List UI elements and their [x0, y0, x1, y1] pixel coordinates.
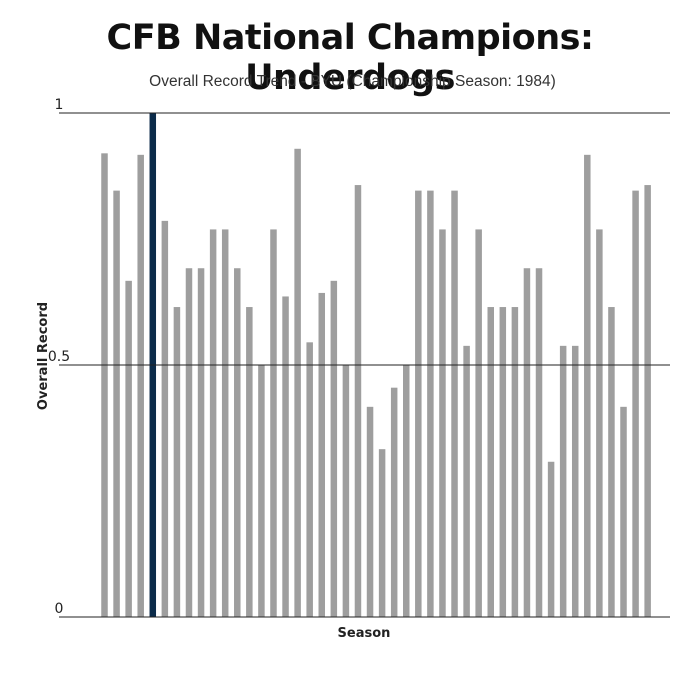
bar — [475, 229, 482, 618]
bar — [511, 307, 519, 617]
bar — [246, 307, 253, 617]
bar — [390, 387, 398, 617]
bar — [161, 220, 169, 618]
bar — [632, 190, 639, 617]
bar — [571, 345, 579, 617]
bar — [403, 365, 410, 617]
bar — [209, 229, 217, 618]
bar — [451, 190, 458, 617]
bar — [378, 449, 386, 617]
bar — [596, 229, 603, 618]
bar — [101, 153, 108, 617]
bar — [173, 307, 181, 617]
y-tick-label: 0 — [55, 601, 64, 617]
bar — [221, 229, 229, 618]
y-tick-labels: 00.51 — [48, 97, 70, 617]
bar — [270, 229, 277, 618]
bar — [535, 268, 543, 617]
bar — [499, 307, 507, 617]
bar — [584, 154, 591, 617]
bar — [523, 268, 531, 617]
bar — [113, 190, 120, 617]
bar — [487, 307, 494, 617]
bar — [427, 190, 434, 617]
bar — [234, 268, 241, 617]
bar — [620, 406, 627, 617]
bar — [185, 268, 193, 617]
x-axis-label: Season — [338, 626, 391, 641]
bar — [125, 280, 132, 617]
bar — [463, 345, 470, 617]
page-subtitle: Overall Record Trend - BYU (Championship… — [149, 73, 556, 90]
bar — [439, 229, 446, 618]
bar — [282, 296, 289, 617]
bar — [366, 406, 374, 617]
bar — [137, 154, 144, 617]
bar — [608, 307, 615, 617]
bar — [354, 185, 362, 617]
bar — [415, 190, 422, 617]
bar — [306, 342, 313, 617]
y-tick-label: 1 — [55, 97, 64, 113]
bar — [559, 345, 567, 617]
bar — [644, 185, 651, 617]
bar — [258, 365, 265, 617]
bar — [547, 461, 555, 617]
bar — [318, 292, 326, 617]
bar — [330, 280, 338, 617]
y-axis-label: Overall Record — [36, 302, 51, 410]
bar — [342, 365, 350, 617]
bar — [197, 268, 205, 617]
gridlines — [59, 112, 670, 618]
page-title: CFB National Champions: Underdogs — [106, 18, 594, 98]
bar-group — [101, 113, 651, 618]
bar — [294, 148, 301, 617]
y-tick-label: 0.5 — [48, 349, 70, 365]
